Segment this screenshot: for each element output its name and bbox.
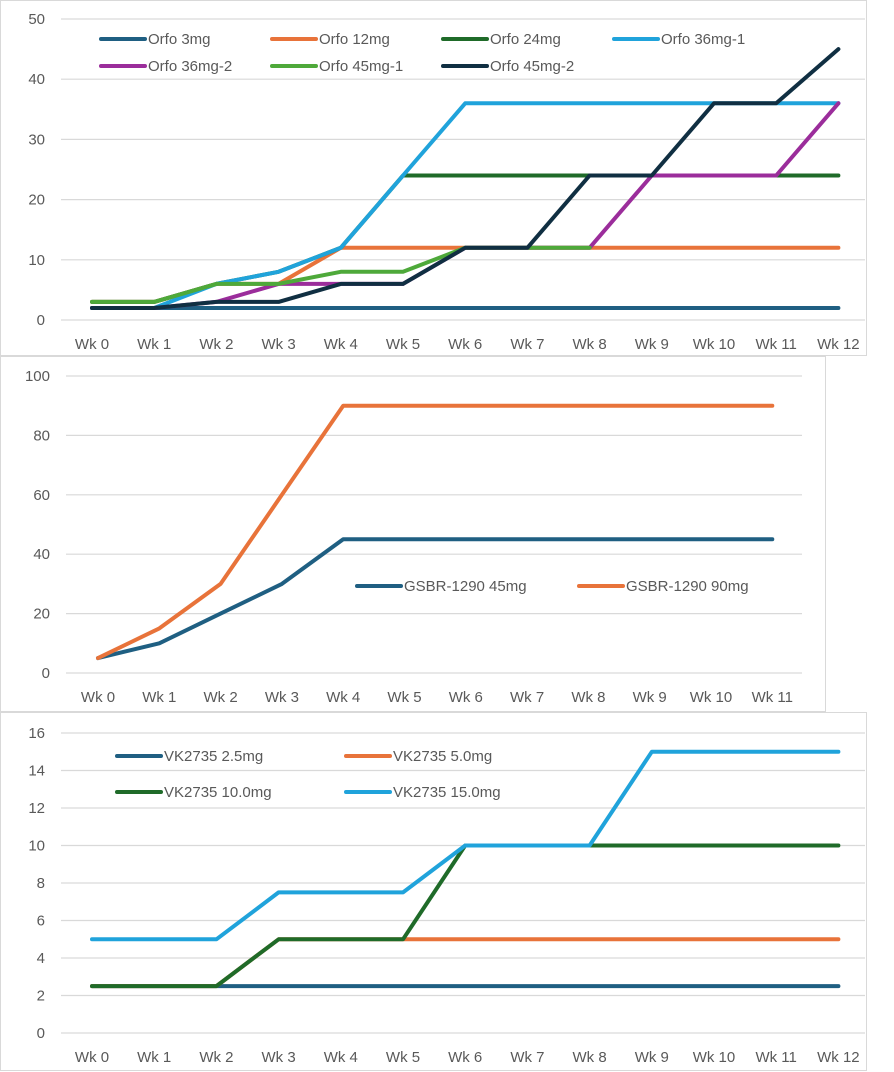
gsbr-legend-label: GSBR-1290 45mg <box>404 578 527 595</box>
vk-legend-label: VK2735 2.5mg <box>164 748 263 765</box>
gsbr-x-tick-label: Wk 9 <box>633 689 667 706</box>
orfo-x-tick-label: Wk 10 <box>693 336 736 353</box>
gsbr-x-tick-label: Wk 0 <box>81 689 115 706</box>
orfo-y-tick-label: 30 <box>28 131 45 148</box>
vk-x-tick-label: Wk 4 <box>324 1049 358 1066</box>
vk-x-tick-label: Wk 2 <box>199 1049 233 1066</box>
vk-x-tick-label: Wk 3 <box>262 1049 296 1066</box>
vk-legend-label: VK2735 15.0mg <box>393 784 501 801</box>
chart-gsbr: 0 20 40 60 80 100 Wk 0 Wk 1 Wk 2 Wk 3 Wk 4 Wk 5 Wk 6… <box>0 356 826 712</box>
vk-series-line-4 <box>90 749 841 942</box>
orfo-x-tick-label: Wk 7 <box>510 336 544 353</box>
orfo-legend-label: Orfo 24mg <box>490 31 561 48</box>
vk-x-tick-label: Wk 11 <box>755 1049 796 1066</box>
vk-y-tick-label: 2 <box>37 988 45 1005</box>
vk-series-line-3 <box>90 843 841 989</box>
vk-x-tick-label: Wk 6 <box>448 1049 482 1066</box>
vk-y-tick-label: 6 <box>37 913 45 930</box>
gsbr-x-tick-label: Wk 10 <box>690 689 733 706</box>
orfo-series-line-5 <box>90 101 841 310</box>
orfo-series-line-4 <box>90 101 841 310</box>
gsbr-x-tick-label: Wk 8 <box>571 689 605 706</box>
orfo-y-tick-label: 20 <box>28 192 45 209</box>
gsbr-y-tick-label: 80 <box>33 427 50 444</box>
gsbr-y-tick-label: 60 <box>33 487 50 504</box>
gsbr-y-tick-label: 0 <box>42 665 50 682</box>
gsbr-x-tick-label: Wk 3 <box>265 689 299 706</box>
vk-legend-label: VK2735 10.0mg <box>164 784 272 801</box>
gsbr-series-line-1 <box>96 537 775 661</box>
orfo-legend-label: Orfo 45mg-1 <box>319 58 403 75</box>
orfo-x-tick-label: Wk 0 <box>75 336 109 353</box>
orfo-legend-label: Orfo 36mg-1 <box>661 31 745 48</box>
vk-x-tick-label: Wk 8 <box>573 1049 607 1066</box>
orfo-x-tick-label: Wk 5 <box>386 336 420 353</box>
chart-orfo: 0 10 20 30 40 50 Wk 0 Wk 1 Wk 2 Wk 3 Wk 4 Wk 5 Wk 6 W… <box>0 0 867 356</box>
vk-x-tick-label: Wk 10 <box>693 1049 736 1066</box>
orfo-y-tick-label: 10 <box>28 252 45 269</box>
vk-x-tick-label: Wk 1 <box>137 1049 171 1066</box>
vk-legend-label: VK2735 5.0mg <box>393 748 492 765</box>
orfo-legend-label: Orfo 3mg <box>148 31 211 48</box>
orfo-x-tick-label: Wk 6 <box>448 336 482 353</box>
chart-vk2735: 0 2 4 6 8 10 12 14 16 Wk 0 Wk 1 Wk 2 Wk 3 Wk 4 Wk 5 Wk … <box>0 712 867 1071</box>
gsbr-series-line-2 <box>96 403 775 661</box>
orfo-x-tick-label: Wk 1 <box>137 336 171 353</box>
gsbr-y-tick-label: 20 <box>33 606 50 623</box>
chart-gsbr-svg: 0 20 40 60 80 100 Wk 0 Wk 1 Wk 2 Wk 3 Wk 4 Wk 5 Wk 6… <box>25 368 802 706</box>
vk-x-tick-label: Wk 5 <box>386 1049 420 1066</box>
vk-series-line-2 <box>90 937 841 989</box>
orfo-x-tick-label: Wk 9 <box>635 336 669 353</box>
vk-y-tick-label: 0 <box>37 1025 45 1042</box>
orfo-x-tick-label: Wk 11 <box>755 336 796 353</box>
gsbr-x-tick-label: Wk 4 <box>326 689 360 706</box>
gsbr-legend-label: GSBR-1290 90mg <box>626 578 749 595</box>
orfo-y-tick-label: 40 <box>28 71 45 88</box>
chart-orfo-svg: 0 10 20 30 40 50 Wk 0 Wk 1 Wk 2 Wk 3 Wk 4 Wk 5 Wk 6 W… <box>28 11 865 353</box>
vk-x-tick-label: Wk 7 <box>510 1049 544 1066</box>
orfo-legend-label: Orfo 45mg-2 <box>490 58 574 75</box>
orfo-x-tick-label: Wk 4 <box>324 336 358 353</box>
orfo-x-tick-label: Wk 2 <box>199 336 233 353</box>
vk-y-tick-label: 4 <box>37 950 45 967</box>
chart-vk2735-svg: 0 2 4 6 8 10 12 14 16 Wk 0 Wk 1 Wk 2 Wk 3 Wk 4 Wk 5 Wk … <box>28 725 865 1066</box>
vk-y-tick-label: 14 <box>28 763 45 780</box>
orfo-x-tick-label: Wk 8 <box>573 336 607 353</box>
vk-x-tick-label: Wk 9 <box>635 1049 669 1066</box>
orfo-x-tick-label: Wk 3 <box>262 336 296 353</box>
orfo-y-tick-label: 50 <box>28 11 45 28</box>
vk-y-tick-label: 16 <box>28 725 45 742</box>
vk-y-tick-label: 10 <box>28 838 45 855</box>
vk-y-tick-label: 12 <box>28 800 45 817</box>
vk-y-tick-label: 8 <box>37 875 45 892</box>
gsbr-x-tick-label: Wk 5 <box>387 689 421 706</box>
orfo-x-tick-label: Wk 12 <box>817 336 860 353</box>
gsbr-y-tick-label: 100 <box>25 368 50 385</box>
orfo-series-line-2 <box>90 245 841 304</box>
gsbr-x-tick-label: Wk 6 <box>449 689 483 706</box>
orfo-y-tick-label: 0 <box>37 312 45 329</box>
gsbr-x-tick-label: Wk 2 <box>204 689 238 706</box>
gsbr-x-tick-label: Wk 7 <box>510 689 544 706</box>
gsbr-y-tick-label: 40 <box>33 546 50 563</box>
orfo-series-line-3 <box>90 173 841 304</box>
vk-x-tick-label: Wk 0 <box>75 1049 109 1066</box>
vk-x-tick-label: Wk 12 <box>817 1049 860 1066</box>
orfo-legend-label: Orfo 12mg <box>319 31 390 48</box>
orfo-series-line-7 <box>90 47 841 310</box>
gsbr-x-tick-label: Wk 11 <box>752 689 793 706</box>
orfo-series-line-6 <box>90 245 592 304</box>
gsbr-x-tick-label: Wk 1 <box>142 689 176 706</box>
orfo-legend-label: Orfo 36mg-2 <box>148 58 232 75</box>
